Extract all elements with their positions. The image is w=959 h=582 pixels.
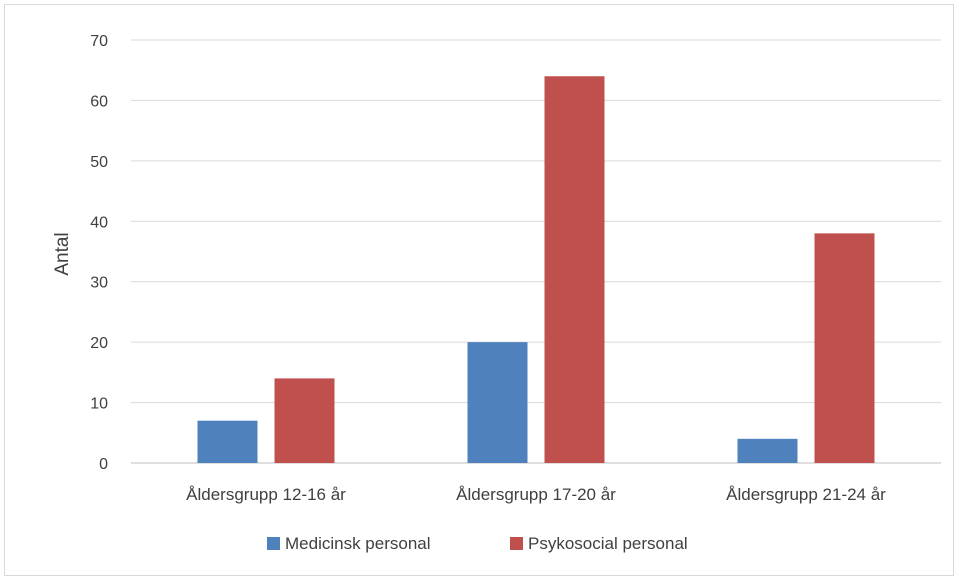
x-tick-label: Åldersgrupp 12-16 år: [186, 485, 346, 504]
x-axis-labels: Åldersgrupp 12-16 år Åldersgrupp 17-20 år…: [186, 485, 886, 504]
y-tick-label: 10: [90, 396, 108, 413]
bar-medicinsk: [737, 438, 798, 463]
y-tick-label: 0: [99, 456, 108, 473]
chart-frame: 0 10 20 30 40 50 60 70 Åldersgrupp 12-16 år Ålde…: [4, 4, 954, 576]
y-tick-label: 60: [90, 93, 108, 110]
legend-label: Psykosocial personal: [528, 534, 688, 553]
bar-psykosocial: [274, 378, 335, 463]
legend-swatch: [510, 537, 523, 550]
bars: [197, 76, 875, 463]
y-axis-ticks: 0 10 20 30 40 50 60 70: [90, 33, 108, 473]
y-tick-label: 20: [90, 335, 108, 352]
bar-psykosocial: [814, 233, 875, 463]
legend-swatch: [267, 537, 280, 550]
x-tick-label: Åldersgrupp 21-24 år: [726, 485, 886, 504]
y-tick-label: 70: [90, 33, 108, 50]
y-axis-label: Antal: [52, 232, 73, 275]
bar-medicinsk: [197, 420, 258, 463]
bar-medicinsk: [467, 342, 528, 463]
y-tick-label: 40: [90, 214, 108, 231]
legend-label: Medicinsk personal: [285, 534, 431, 553]
gridlines: [131, 39, 941, 464]
legend: Medicinsk personal Psykosocial personal: [267, 534, 688, 553]
bar-psykosocial: [544, 76, 605, 463]
y-tick-label: 30: [90, 275, 108, 292]
y-tick-label: 50: [90, 154, 108, 171]
x-tick-label: Åldersgrupp 17-20 år: [456, 485, 616, 504]
